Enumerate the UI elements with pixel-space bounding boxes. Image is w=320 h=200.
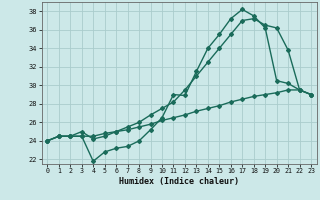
X-axis label: Humidex (Indice chaleur): Humidex (Indice chaleur) [119,177,239,186]
